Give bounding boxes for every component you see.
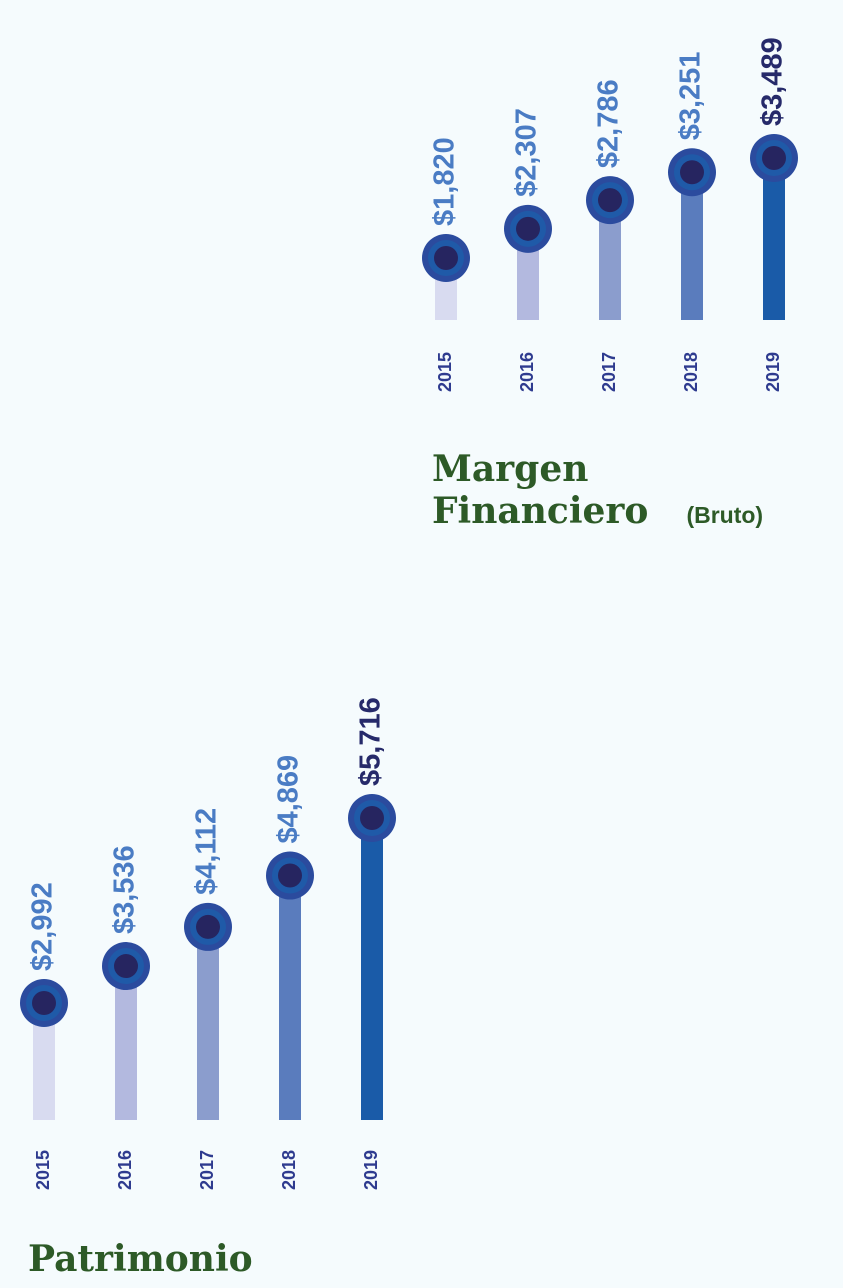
dot-inner: [762, 146, 786, 170]
value-label: $3,489: [757, 37, 789, 126]
bar: [279, 875, 301, 1120]
dot-inner: [516, 216, 540, 241]
year-label: 2015: [33, 1150, 53, 1190]
value-label: $3,251: [675, 52, 707, 141]
value-label: $2,786: [593, 79, 625, 168]
bar: [115, 966, 137, 1120]
dot-inner: [278, 863, 302, 888]
chart-title: Margen Financiero: [432, 448, 649, 532]
value-label: $2,992: [27, 882, 59, 971]
dot-inner: [32, 991, 56, 1015]
dot-inner: [360, 806, 384, 830]
bar: [599, 200, 621, 320]
year-label: 2017: [599, 352, 619, 392]
bar: [763, 158, 785, 320]
dot-inner: [114, 954, 138, 979]
year-label: 2016: [517, 352, 537, 392]
dot-inner: [680, 160, 704, 185]
year-label: 2018: [681, 352, 701, 392]
title-block: Margen Financiero (Bruto): [432, 448, 763, 540]
year-label: 2019: [361, 1150, 381, 1190]
value-label: $4,869: [273, 755, 305, 844]
dot-inner: [598, 188, 622, 213]
bar: [681, 172, 703, 320]
value-label: $1,820: [429, 137, 461, 226]
value-label: $4,112: [191, 808, 223, 895]
value-label: $2,307: [511, 108, 543, 197]
bar: [197, 926, 219, 1120]
chart-title: Patrimonio: [28, 1238, 253, 1280]
value-label: $5,716: [355, 697, 387, 786]
value-label: $3,536: [109, 845, 141, 934]
year-label: 2015: [435, 352, 455, 392]
title-block: Patrimonio: [28, 1238, 253, 1288]
year-label: 2018: [279, 1150, 299, 1190]
year-label: 2017: [197, 1150, 217, 1190]
year-label: 2019: [763, 352, 783, 392]
bar: [33, 1003, 55, 1120]
chart-subtitle: (Bruto): [686, 502, 764, 528]
bar: [361, 818, 383, 1120]
dot-inner: [434, 246, 458, 270]
dot-inner: [196, 914, 220, 939]
year-label: 2016: [115, 1150, 135, 1190]
